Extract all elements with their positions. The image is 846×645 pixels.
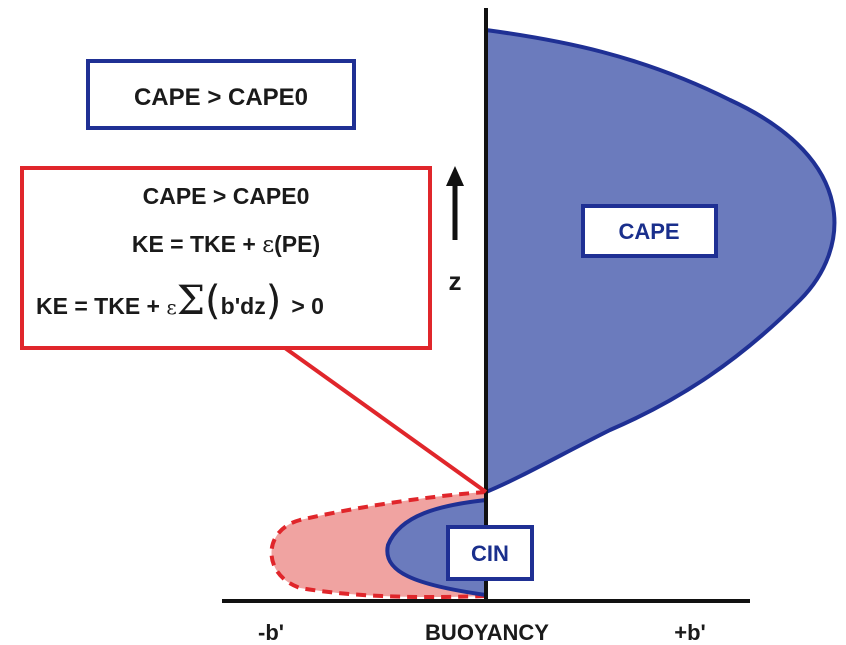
- axis-label-buoyancy: BUOYANCY: [425, 620, 549, 645]
- line2-pre: KE = TKE +: [132, 231, 262, 257]
- line3-inner: b'dz: [221, 293, 266, 319]
- line3-pre: KE = TKE +: [36, 293, 166, 319]
- ke-equation-box: [20, 166, 432, 350]
- cin-label: CIN: [471, 541, 509, 566]
- epsilon-symbol-2: ε: [166, 295, 176, 319]
- line2-post: (PE): [274, 231, 320, 257]
- z-label: z: [449, 266, 462, 296]
- epsilon-symbol: ε: [262, 232, 274, 258]
- cape-region: [484, 27, 837, 495]
- callout-connector: [283, 346, 488, 494]
- paren-open: (: [205, 278, 221, 324]
- cape-label-box: [581, 204, 718, 258]
- cape-threshold-text: CAPE > CAPE0: [134, 84, 308, 111]
- red-box-line2: KE = TKE + ε(PE): [132, 231, 320, 258]
- axis-label-positive: +b': [674, 620, 706, 645]
- axis-label-negative: -b': [258, 620, 284, 645]
- paren-close: ): [266, 278, 282, 324]
- cin-label-box: [446, 525, 534, 581]
- red-box-line3: KE = TKE + εΣ(b'dz) > 0: [36, 278, 324, 324]
- cape-threshold-box: [86, 59, 356, 130]
- sigma-symbol: Σ: [177, 278, 205, 324]
- line3-post: > 0: [291, 293, 324, 319]
- cape-label: CAPE: [618, 219, 679, 244]
- red-box-line1: CAPE > CAPE0: [143, 183, 310, 209]
- z-arrow-icon: [446, 166, 464, 186]
